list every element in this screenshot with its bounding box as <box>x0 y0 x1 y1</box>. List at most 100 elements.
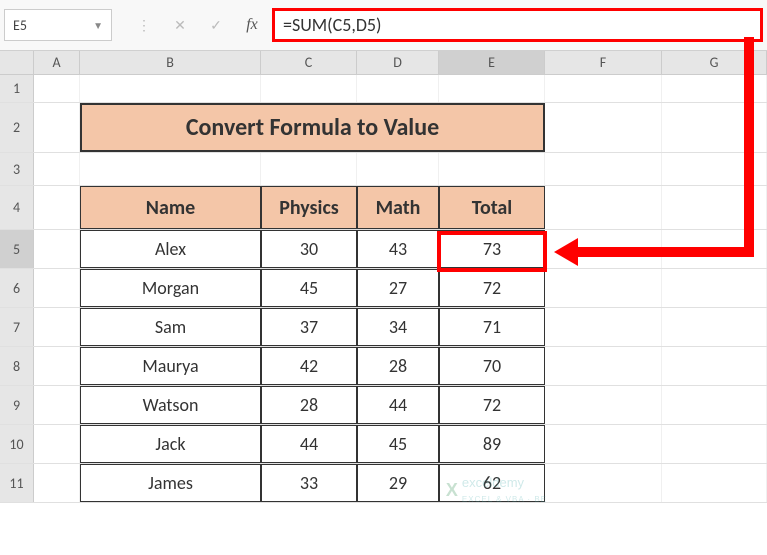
cell[interactable] <box>439 153 545 185</box>
row-header-1[interactable]: 1 <box>0 75 34 102</box>
cell-name[interactable]: Sam <box>80 308 261 346</box>
cell[interactable] <box>545 464 662 502</box>
cell-math[interactable]: 29 <box>357 464 439 502</box>
row-header-5[interactable]: 5 <box>0 230 34 268</box>
cell[interactable] <box>545 103 662 152</box>
cell[interactable] <box>439 75 545 102</box>
row-header-8[interactable]: 8 <box>0 347 34 385</box>
cell[interactable] <box>34 347 80 385</box>
col-header-e[interactable]: E <box>439 51 545 74</box>
cell[interactable] <box>34 75 80 102</box>
title-cell[interactable]: Convert Formula to Value <box>80 103 545 152</box>
cell[interactable] <box>34 153 80 185</box>
row-header-7[interactable]: 7 <box>0 308 34 346</box>
arrow-head-icon <box>554 238 578 266</box>
row-header-10[interactable]: 10 <box>0 425 34 463</box>
cell-name[interactable]: Morgan <box>80 269 261 307</box>
watermark: X exceldemy EXCEL & VBA · BE <box>446 475 547 505</box>
cell-math[interactable]: 28 <box>357 347 439 385</box>
row-header-4[interactable]: 4 <box>0 186 34 229</box>
cell[interactable] <box>662 425 767 463</box>
formula-input[interactable]: =SUM(C5,D5) <box>272 8 763 42</box>
cell[interactable] <box>662 308 767 346</box>
cell-math[interactable]: 45 <box>357 425 439 463</box>
header-math[interactable]: Math <box>357 186 439 229</box>
cell[interactable] <box>662 386 767 424</box>
cell-total[interactable]: 70 <box>439 347 545 385</box>
cell-total[interactable]: 71 <box>439 308 545 346</box>
watermark-brand: exceldemy <box>462 475 524 490</box>
cell-physics[interactable]: 33 <box>261 464 357 502</box>
row-header-11[interactable]: 11 <box>0 464 34 502</box>
cell[interactable] <box>357 153 439 185</box>
cell-name[interactable]: Alex <box>80 230 261 268</box>
cell[interactable] <box>34 464 80 502</box>
cell[interactable] <box>34 425 80 463</box>
cell[interactable] <box>545 308 662 346</box>
cell[interactable] <box>34 230 80 268</box>
cell-math[interactable]: 27 <box>357 269 439 307</box>
cell[interactable] <box>545 269 662 307</box>
cell-total[interactable]: 72 <box>439 269 545 307</box>
cell-total[interactable]: 73 <box>439 230 545 268</box>
cell[interactable] <box>545 153 662 185</box>
cell-name[interactable]: Maurya <box>80 347 261 385</box>
cell-name[interactable]: Jack <box>80 425 261 463</box>
cell[interactable] <box>662 269 767 307</box>
cell-total[interactable]: 72 <box>439 386 545 424</box>
col-header-b[interactable]: B <box>80 51 261 74</box>
cell-math[interactable]: 34 <box>357 308 439 346</box>
col-header-a[interactable]: A <box>34 51 80 74</box>
cell[interactable] <box>545 75 662 102</box>
cell-physics[interactable]: 28 <box>261 386 357 424</box>
row-header-2[interactable]: 2 <box>0 103 34 152</box>
cell[interactable] <box>662 464 767 502</box>
cell[interactable] <box>80 75 261 102</box>
cell[interactable] <box>545 425 662 463</box>
row-header-6[interactable]: 6 <box>0 269 34 307</box>
cell[interactable] <box>357 75 439 102</box>
col-header-d[interactable]: D <box>357 51 439 74</box>
header-total[interactable]: Total <box>439 186 545 229</box>
cell[interactable] <box>34 308 80 346</box>
dropdown-icon[interactable]: ▼ <box>93 19 103 32</box>
cancel-icon[interactable]: ✕ <box>164 9 196 41</box>
cell[interactable] <box>34 103 80 152</box>
cell-total[interactable]: 89 <box>439 425 545 463</box>
row-header-3[interactable]: 3 <box>0 153 34 185</box>
cell[interactable] <box>662 347 767 385</box>
table-row: 8 Maurya 42 28 70 <box>0 347 767 386</box>
cell[interactable] <box>545 347 662 385</box>
cell-name[interactable]: Watson <box>80 386 261 424</box>
name-box-value: E5 <box>13 17 27 34</box>
cell-physics[interactable]: 30 <box>261 230 357 268</box>
cell[interactable] <box>261 75 357 102</box>
cell-physics[interactable]: 44 <box>261 425 357 463</box>
cell[interactable] <box>261 153 357 185</box>
cell-physics[interactable]: 37 <box>261 308 357 346</box>
fx-icon[interactable]: fx <box>236 9 268 41</box>
name-box[interactable]: E5 ▼ <box>4 9 112 41</box>
cell[interactable] <box>80 153 261 185</box>
select-all-corner[interactable] <box>0 51 34 74</box>
cell[interactable] <box>34 186 80 229</box>
formula-bar: E5 ▼ ⋮ ✕ ✓ fx =SUM(C5,D5) <box>0 0 767 51</box>
row-2: 2 Convert Formula to Value <box>0 103 767 153</box>
cell-physics[interactable]: 42 <box>261 347 357 385</box>
col-header-f[interactable]: F <box>545 51 662 74</box>
cell[interactable] <box>34 269 80 307</box>
cell-name[interactable]: James <box>80 464 261 502</box>
cell[interactable] <box>545 386 662 424</box>
cell[interactable] <box>34 386 80 424</box>
col-header-c[interactable]: C <box>261 51 357 74</box>
confirm-icon[interactable]: ✓ <box>200 9 232 41</box>
row-header-9[interactable]: 9 <box>0 386 34 424</box>
cell-physics[interactable]: 45 <box>261 269 357 307</box>
cell-math[interactable]: 44 <box>357 386 439 424</box>
divider-icon: ⋮ <box>128 9 160 41</box>
formula-text: =SUM(C5,D5) <box>283 14 382 36</box>
cell-math[interactable]: 43 <box>357 230 439 268</box>
header-name[interactable]: Name <box>80 186 261 229</box>
cell[interactable] <box>545 186 662 229</box>
header-physics[interactable]: Physics <box>261 186 357 229</box>
